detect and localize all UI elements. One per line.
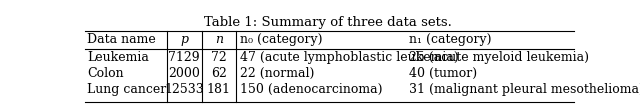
Text: 2000: 2000 bbox=[168, 67, 200, 80]
Text: 72: 72 bbox=[211, 51, 227, 64]
Text: 62: 62 bbox=[211, 67, 227, 80]
Text: 181: 181 bbox=[207, 83, 231, 96]
Text: n₀ (category): n₀ (category) bbox=[240, 33, 323, 46]
Text: 22 (normal): 22 (normal) bbox=[240, 67, 315, 80]
Text: 7129: 7129 bbox=[168, 51, 200, 64]
Text: Leukemia: Leukemia bbox=[88, 51, 149, 64]
Text: 47 (acute lymphoblastic leukemia): 47 (acute lymphoblastic leukemia) bbox=[240, 51, 459, 64]
Text: Lung cancer: Lung cancer bbox=[88, 83, 166, 96]
Text: n₁ (category): n₁ (category) bbox=[409, 33, 492, 46]
Text: 150 (adenocarcinoma): 150 (adenocarcinoma) bbox=[240, 83, 383, 96]
Text: p: p bbox=[180, 33, 188, 46]
Text: n: n bbox=[215, 33, 223, 46]
Text: 25 (acute myeloid leukemia): 25 (acute myeloid leukemia) bbox=[409, 51, 589, 64]
Text: 31 (malignant pleural mesothelioma): 31 (malignant pleural mesothelioma) bbox=[409, 83, 640, 96]
Text: Data name: Data name bbox=[88, 33, 156, 46]
Text: 40 (tumor): 40 (tumor) bbox=[409, 67, 477, 80]
Text: Colon: Colon bbox=[88, 67, 124, 80]
Text: Table 1: Summary of three data sets.: Table 1: Summary of three data sets. bbox=[204, 16, 452, 29]
Text: 12533: 12533 bbox=[164, 83, 204, 96]
